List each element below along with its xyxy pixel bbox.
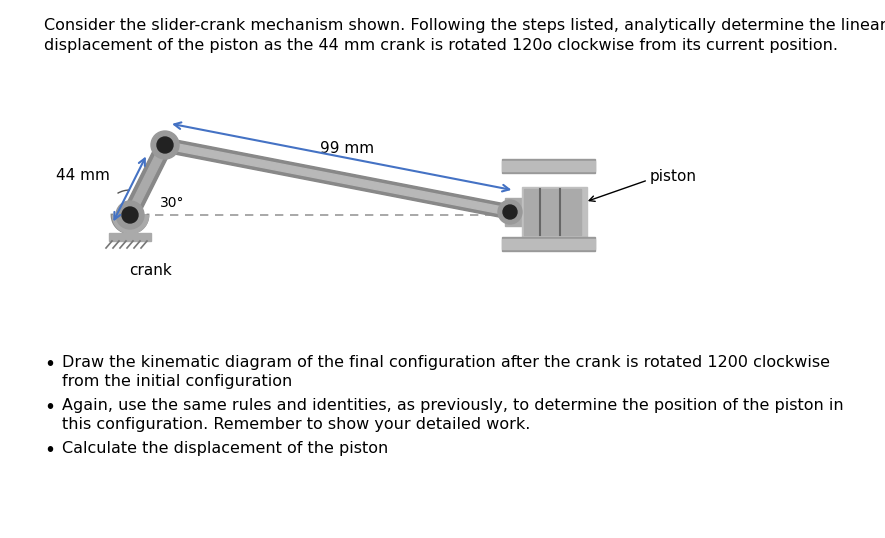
Text: from the initial configuration: from the initial configuration [62, 374, 292, 389]
Polygon shape [165, 141, 511, 215]
Text: piston: piston [650, 169, 697, 185]
Bar [502, 161, 595, 171]
Circle shape [151, 131, 179, 159]
Polygon shape [123, 141, 173, 218]
Circle shape [503, 205, 517, 219]
Text: 30°: 30° [160, 196, 184, 210]
Text: this configuration. Remember to show your detailed work.: this configuration. Remember to show you… [62, 417, 530, 432]
Text: •: • [44, 398, 55, 417]
Text: •: • [44, 441, 55, 460]
Bar [524, 189, 581, 235]
Bar [502, 239, 595, 249]
Circle shape [157, 137, 173, 153]
Bar [502, 237, 595, 251]
Bar [502, 159, 595, 173]
Text: Calculate the displacement of the piston: Calculate the displacement of the piston [62, 441, 389, 456]
Text: 44 mm: 44 mm [56, 167, 110, 182]
Polygon shape [164, 138, 512, 219]
Circle shape [498, 200, 522, 224]
Circle shape [116, 201, 144, 229]
Text: crank: crank [128, 263, 172, 278]
Bar [522, 187, 587, 237]
Text: •: • [44, 355, 55, 374]
Text: displacement of the piston as the 44 mm crank is rotated 120o clockwise from its: displacement of the piston as the 44 mm … [44, 38, 838, 53]
Polygon shape [127, 143, 168, 217]
Text: Draw the kinematic diagram of the final configuration after the crank is rotated: Draw the kinematic diagram of the final … [62, 355, 830, 370]
Text: 99 mm: 99 mm [320, 141, 374, 156]
Text: Consider the slider-crank mechanism shown. Following the steps listed, analytica: Consider the slider-crank mechanism show… [44, 18, 885, 33]
Text: Again, use the same rules and identities, as previously, to determine the positi: Again, use the same rules and identities… [62, 398, 843, 413]
Bar [109, 233, 151, 241]
Circle shape [122, 207, 138, 223]
Bar [505, 198, 525, 226]
